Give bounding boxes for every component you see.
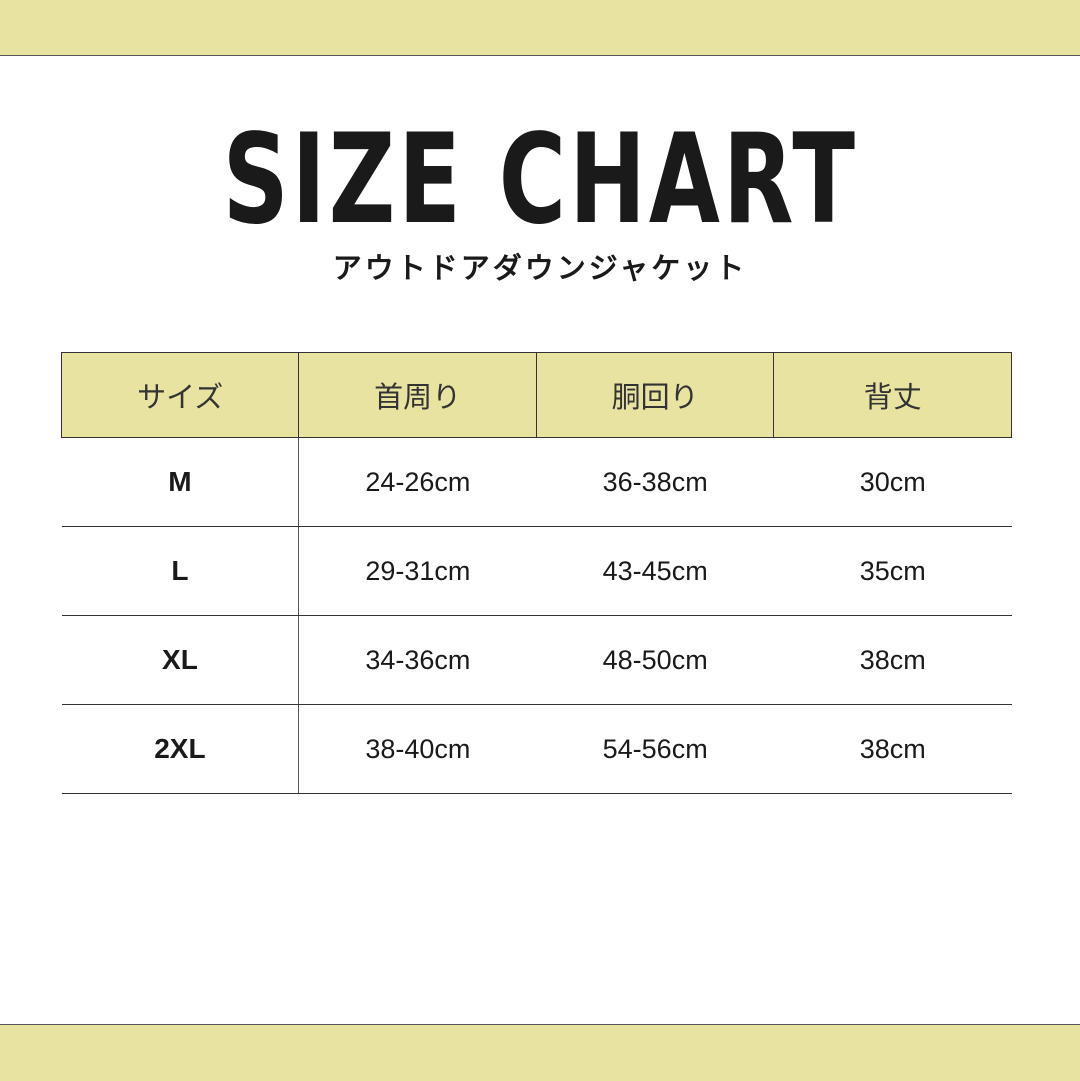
size-cell: XL [61,615,300,705]
table-row: M 24-26cm 36-38cm 30cm [61,437,1012,527]
waist-cell: 54-56cm [536,704,774,794]
neck-cell: 34-36cm [298,615,537,705]
length-cell: 38cm [773,704,1012,794]
table-row: L 29-31cm 43-45cm 35cm [61,526,1012,616]
header-neck: 首周り [298,352,537,438]
length-cell: 38cm [773,615,1012,705]
table-row: 2XL 38-40cm 54-56cm 38cm [61,704,1012,794]
size-cell: L [61,526,300,616]
length-cell: 35cm [773,526,1012,616]
neck-cell: 24-26cm [298,437,537,527]
waist-cell: 36-38cm [536,437,774,527]
neck-cell: 29-31cm [298,526,537,616]
size-table: サイズ 首周り 胴回り 背丈 M 24-26cm 36-38cm 30cm L … [60,352,1012,794]
length-cell: 30cm [773,437,1012,527]
table-row: XL 34-36cm 48-50cm 38cm [61,615,1012,705]
waist-cell: 48-50cm [536,615,774,705]
page-subtitle: アウトドアダウンジャケット [332,251,748,285]
neck-cell: 38-40cm [298,704,537,794]
title-text: SIZE CHART [222,108,858,252]
header-waist: 胴回り [535,352,775,438]
size-cell: M [61,437,300,527]
table-header-row: サイズ 首周り 胴回り 背丈 [60,352,1012,438]
header-length: 背丈 [773,352,1012,438]
top-band [0,0,1080,56]
waist-cell: 43-45cm [536,526,774,616]
size-cell: 2XL [61,704,300,794]
page-title: SIZE CHART [0,118,1080,242]
header-size: サイズ [60,352,300,438]
bottom-band [0,1024,1080,1081]
